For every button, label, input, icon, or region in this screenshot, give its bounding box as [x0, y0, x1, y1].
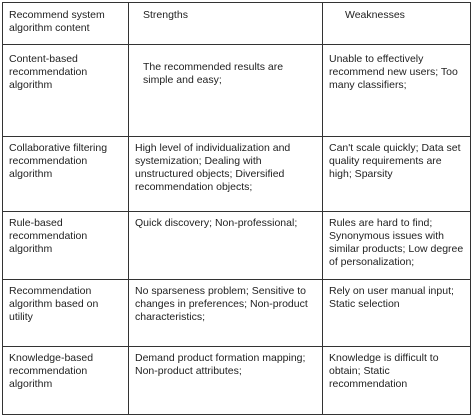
algorithm-name-cell: Content-based recommendation algorithm	[2, 44, 129, 137]
header-strengths: Strengths	[128, 2, 323, 45]
algorithm-name-cell: Knowledge-based recommendation algorithm	[2, 346, 129, 415]
strengths-cell: Demand product formation mapping; Non-pr…	[128, 346, 323, 415]
strengths-cell: No sparseness problem; Sensitive to chan…	[128, 279, 323, 347]
header-weaknesses: Weaknesses	[322, 2, 471, 45]
table-row: Content-based recommendation algorithm T…	[2, 44, 471, 137]
table-row: Collaborative filtering recommendation a…	[2, 136, 471, 212]
algorithm-name-cell: Recommendation algorithm based on utilit…	[2, 279, 129, 347]
strengths-cell: Quick discovery; Non-professional;	[128, 211, 323, 280]
weaknesses-cell: Unable to effectively recommend new user…	[322, 44, 471, 137]
table-row: Recommendation algorithm based on utilit…	[2, 279, 471, 347]
table-header-row: Recommend system algorithm content Stren…	[2, 2, 471, 45]
weaknesses-cell: Rely on user manual input; Static select…	[322, 279, 471, 347]
weaknesses-cell: Rules are hard to find; Synonymous issue…	[322, 211, 471, 280]
strengths-cell: The recommended results are simple and e…	[128, 44, 323, 137]
table-row: Knowledge-based recommendation algorithm…	[2, 346, 471, 415]
table-row: Rule-based recommendation algorithm Quic…	[2, 211, 471, 280]
weaknesses-cell: Knowledge is difficult to obtain; Static…	[322, 346, 471, 415]
header-algorithm-content: Recommend system algorithm content	[2, 2, 129, 45]
algorithm-name-cell: Collaborative filtering recommendation a…	[2, 136, 129, 212]
strengths-cell: High level of individualization and syst…	[128, 136, 323, 212]
algorithm-name-cell: Rule-based recommendation algorithm	[2, 211, 129, 280]
weaknesses-cell: Can't scale quickly; Data set quality re…	[322, 136, 471, 212]
